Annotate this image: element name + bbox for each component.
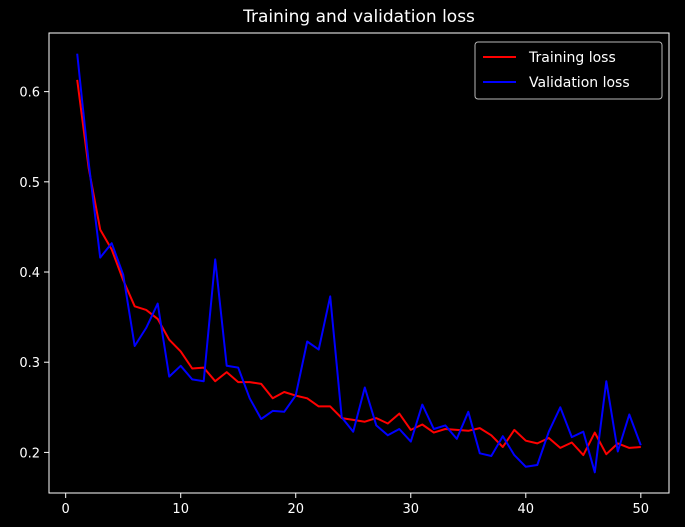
x-tick-label: 30 xyxy=(402,502,419,517)
y-tick-label: 0.4 xyxy=(19,266,40,281)
legend-label: Training loss xyxy=(528,50,616,66)
plot-area: 0 10 20 30 40 50 0.2 0.3 0.4 0.5 0.6 xyxy=(19,53,650,517)
y-tick-label: 0.5 xyxy=(19,176,40,191)
y-tick-label: 0.6 xyxy=(19,86,40,101)
x-tick-label: 40 xyxy=(518,502,535,517)
legend: Training loss Validation loss xyxy=(474,41,663,100)
series-line-validation-loss xyxy=(76,53,642,474)
legend-label: Validation loss xyxy=(529,75,630,91)
y-tick-label: 0.2 xyxy=(19,446,40,461)
x-tick-label: 10 xyxy=(172,502,189,517)
chart-title: Training and validation loss xyxy=(242,7,475,27)
x-tick-label: 0 xyxy=(62,502,70,517)
x-tick-label: 20 xyxy=(287,502,304,517)
plot-frame xyxy=(48,32,670,494)
legend-box xyxy=(474,41,663,100)
y-tick-label: 0.3 xyxy=(19,356,40,371)
x-tick-label: 50 xyxy=(633,502,650,517)
